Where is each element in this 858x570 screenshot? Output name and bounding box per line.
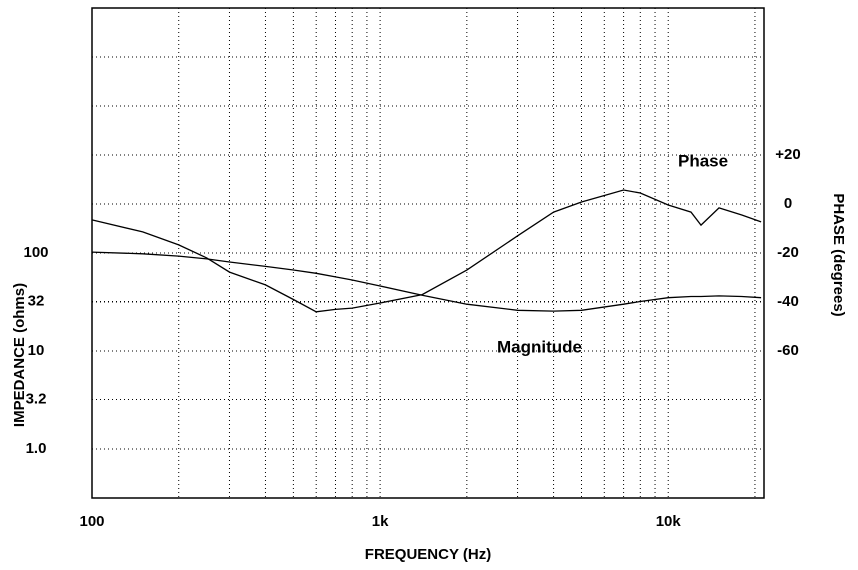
y2-tick-label: -20 — [777, 244, 799, 261]
x-axis-title: FREQUENCY (Hz) — [365, 546, 491, 563]
y-tick-label: 1.0 — [26, 440, 47, 457]
y-tick-label: 10 — [28, 342, 45, 359]
x-tick-label: 10k — [656, 513, 682, 530]
y2-tick-label: 0 — [784, 195, 792, 212]
y-tick-label: 100 — [23, 244, 48, 261]
y-axis-title: IMPEDANCE (ohms) — [11, 283, 28, 427]
series-label: Magnitude — [497, 337, 582, 356]
y2-axis-title: PHASE (degrees) — [830, 193, 847, 316]
series-line — [91, 251, 762, 312]
series-label: Phase — [678, 151, 728, 170]
y2-tick-label: +20 — [775, 146, 800, 163]
series-line — [91, 189, 762, 313]
y-tick-label: 3.2 — [26, 390, 47, 407]
x-tick-label: 1k — [372, 513, 389, 530]
y-tick-label: 32 — [28, 292, 45, 309]
y2-tick-label: -60 — [777, 342, 799, 359]
y2-tick-label: -40 — [777, 293, 799, 310]
x-tick-label: 100 — [79, 513, 104, 530]
